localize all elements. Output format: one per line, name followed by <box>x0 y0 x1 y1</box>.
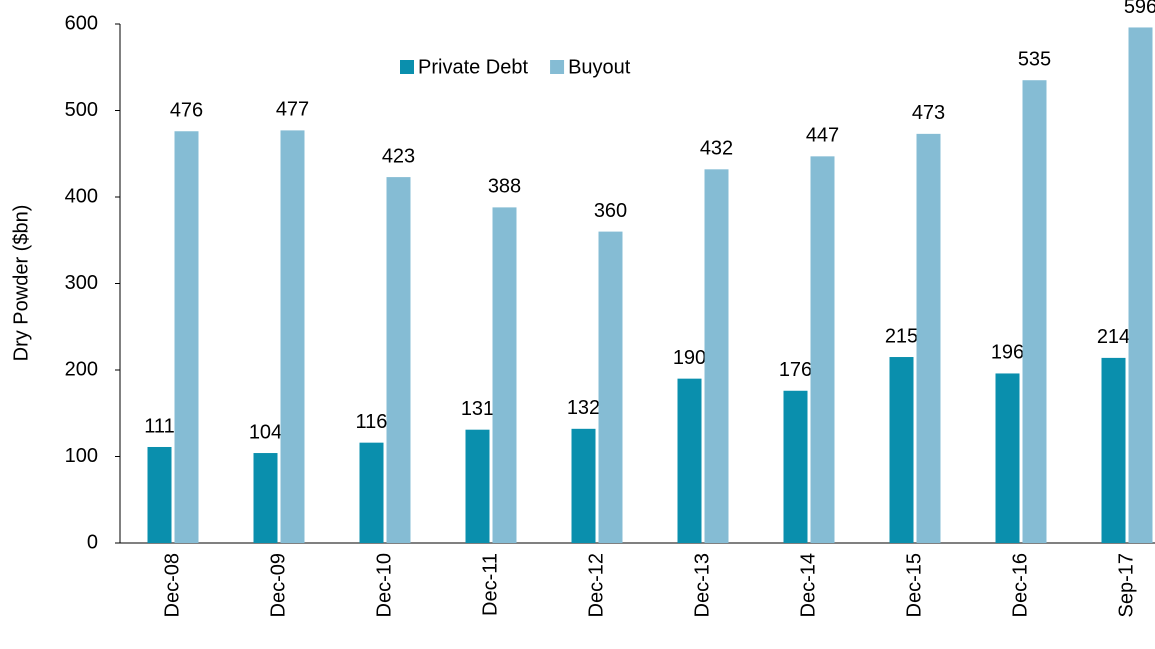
data-label: 190 <box>673 347 706 369</box>
data-label: 215 <box>885 325 918 347</box>
y-tick-label: 600 <box>65 12 98 34</box>
data-label: 447 <box>806 125 839 147</box>
bar <box>359 442 384 543</box>
bar <box>492 207 517 543</box>
legend-label: Buyout <box>568 56 631 78</box>
data-label: 535 <box>1018 49 1051 71</box>
bar <box>810 156 835 543</box>
data-label: 432 <box>700 138 733 160</box>
bar <box>1128 27 1153 543</box>
bar <box>995 373 1020 543</box>
y-tick-label: 500 <box>65 99 98 121</box>
data-label: 104 <box>249 421 282 443</box>
y-tick-label: 300 <box>65 272 98 294</box>
y-tick-label: 0 <box>87 531 98 553</box>
data-label: 596 <box>1124 0 1155 18</box>
bar <box>677 378 702 543</box>
data-label: 388 <box>488 176 521 198</box>
y-tick-label: 200 <box>65 358 98 380</box>
data-label: 477 <box>276 99 309 121</box>
bar <box>174 131 199 543</box>
x-tick-label: Dec-08 <box>161 553 183 617</box>
bar <box>386 177 411 544</box>
x-tick-label: Dec-12 <box>585 553 607 617</box>
bar <box>916 133 941 544</box>
y-tick-label: 100 <box>65 445 98 467</box>
bar <box>704 169 729 543</box>
x-tick-label: Dec-13 <box>691 553 713 617</box>
bar <box>147 446 172 543</box>
legend-swatch <box>400 60 414 74</box>
bar <box>280 130 305 543</box>
x-tick-label: Sep-17 <box>1115 553 1137 618</box>
data-label: 476 <box>170 100 203 122</box>
x-tick-label: Dec-15 <box>903 553 925 617</box>
x-tick-label: Dec-16 <box>1009 553 1031 617</box>
data-label: 116 <box>356 411 388 433</box>
data-label: 423 <box>382 145 415 167</box>
bar <box>783 390 808 543</box>
data-label: 111 <box>144 415 174 437</box>
data-label: 360 <box>594 200 627 222</box>
data-label: 131 <box>461 398 494 420</box>
bar <box>465 429 490 543</box>
x-tick-label: Dec-11 <box>479 553 501 616</box>
bar <box>889 357 914 543</box>
data-label: 214 <box>1097 326 1130 348</box>
bar <box>1022 80 1047 543</box>
y-tick-label: 400 <box>65 185 98 207</box>
legend-label: Private Debt <box>418 56 528 78</box>
data-label: 132 <box>567 397 600 419</box>
x-tick-label: Dec-14 <box>797 553 819 617</box>
data-label: 176 <box>779 359 812 381</box>
bar <box>1101 357 1126 543</box>
data-label: 196 <box>991 342 1024 364</box>
y-axis-label: Dry Powder ($bn) <box>10 205 32 362</box>
bar <box>598 231 623 543</box>
legend-swatch <box>550 60 565 74</box>
bar <box>253 453 278 543</box>
data-label: 473 <box>912 102 945 124</box>
bar <box>571 428 596 543</box>
x-tick-label: Dec-09 <box>267 553 289 617</box>
x-tick-label: Dec-10 <box>373 553 395 617</box>
